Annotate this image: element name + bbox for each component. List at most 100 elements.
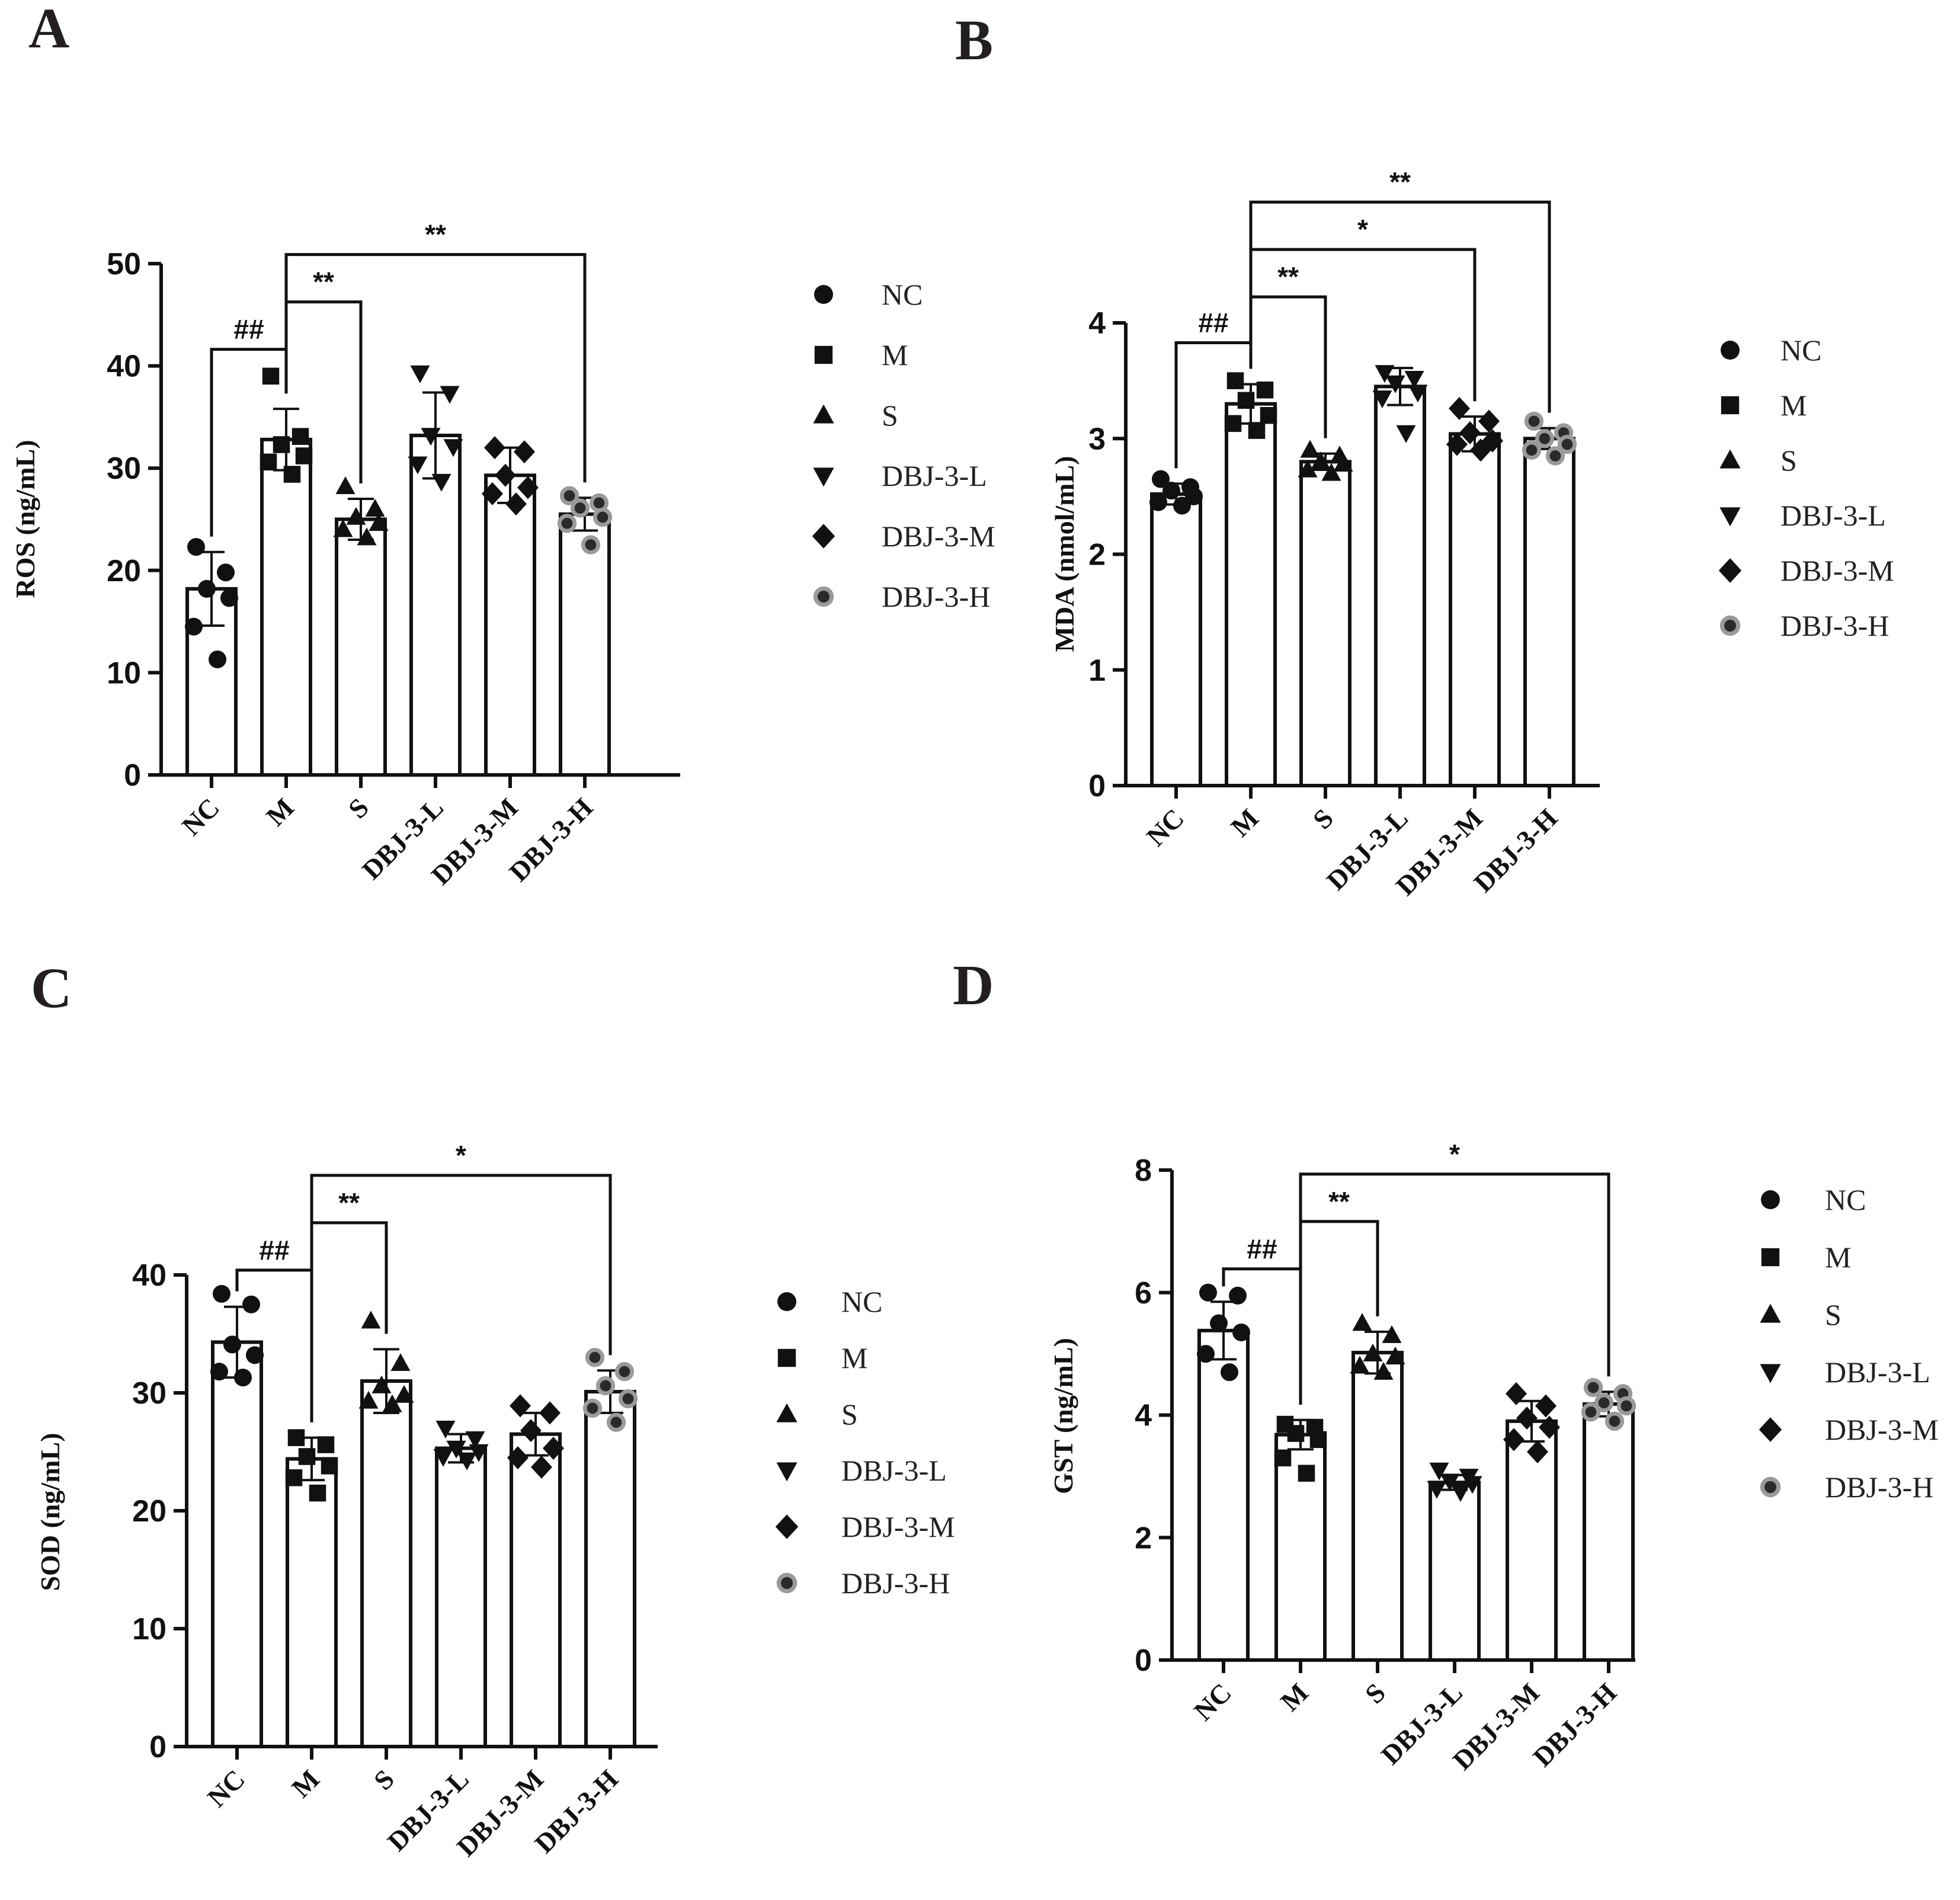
y-tick-label: 1	[1088, 653, 1106, 688]
data-point-DBJ-3-H	[1557, 434, 1577, 454]
data-point-DBJ-3-L	[1462, 1476, 1482, 1494]
data-point-DBJ-3-M	[1539, 1415, 1560, 1439]
data-point-M	[317, 1436, 335, 1453]
legend-label: DBJ-3-L	[841, 1454, 947, 1487]
data-point-M	[1287, 1425, 1305, 1442]
data-point-DBJ-3-L	[1385, 375, 1405, 393]
data-point-DBJ-3-M	[531, 1455, 552, 1479]
data-point-DBJ-3-H	[1522, 440, 1542, 460]
data-point-DBJ-3-M	[1470, 438, 1491, 462]
data-point-DBJ-3-M	[1503, 1428, 1525, 1452]
data-point-S	[1333, 453, 1353, 472]
data-point-M	[1298, 1465, 1315, 1482]
data-point-S	[369, 513, 389, 531]
y-tick-label: 8	[1135, 1154, 1152, 1188]
data-point-DBJ-3-M	[482, 482, 503, 505]
data-point-DBJ-3-L	[1440, 1473, 1460, 1492]
data-point-S	[365, 498, 385, 517]
legend-label: M	[841, 1341, 867, 1374]
y-tick-label: 30	[107, 451, 141, 486]
legend: NC MS DBJ-3-L DBJ-3-M DBJ-3-H	[775, 1285, 955, 1600]
data-point-DBJ-3-M	[484, 436, 505, 460]
panel-letter: D	[953, 953, 994, 1017]
bar-M	[286, 1457, 338, 1748]
data-point-DBJ-3-H	[618, 1389, 638, 1409]
legend-label: NC	[882, 278, 923, 311]
bar-NC	[1197, 1328, 1250, 1662]
y-tick-label: 0	[1135, 1643, 1152, 1678]
legend-marker-NC	[1761, 1190, 1780, 1209]
data-point-NC	[234, 1369, 252, 1387]
data-point-DBJ-3-L	[465, 1431, 485, 1449]
data-point-NC	[185, 617, 203, 636]
data-point-M	[1274, 1449, 1292, 1467]
x-tick-label-NC: NC	[1188, 1677, 1237, 1726]
significance-bracket	[1249, 200, 1551, 413]
legend-marker-DBJ-3-M	[812, 524, 835, 549]
bar-DBJ-3-H	[1583, 1402, 1635, 1662]
data-point-DBJ-3-M	[539, 1401, 561, 1425]
data-point-DBJ-3-L	[1429, 1462, 1449, 1481]
data-point-DBJ-3-H	[1581, 1402, 1601, 1422]
data-point-NC	[210, 1363, 228, 1381]
data-point-DBJ-3-M	[1506, 1382, 1527, 1405]
data-point-S	[361, 1311, 381, 1329]
bar-DBJ-3-H	[559, 512, 611, 777]
y-tick-label: 20	[132, 1494, 166, 1529]
data-point-NC	[242, 1295, 260, 1313]
x-tick-label-DBJ-3-H: DBJ-3-H	[503, 792, 598, 887]
legend-marker-NC	[777, 1292, 796, 1311]
data-point-DBJ-3-H	[614, 1362, 635, 1382]
legend-label: NC	[841, 1285, 882, 1318]
x-tick-label-DBJ-3-H: DBJ-3-H	[1527, 1677, 1622, 1773]
y-tick-label: 50	[107, 247, 141, 281]
data-point-DBJ-3-H	[606, 1412, 626, 1432]
data-point-DBJ-3-L	[440, 386, 460, 404]
data-point-M	[1260, 406, 1277, 424]
data-point-NC	[246, 1346, 264, 1364]
y-tick-label: 40	[107, 350, 141, 384]
data-point-S	[371, 1375, 392, 1393]
legend-label: DBJ-3-H	[882, 580, 990, 613]
data-point-S	[1311, 451, 1331, 470]
data-point-NC	[1199, 1283, 1217, 1302]
legend-label: S	[1825, 1298, 1841, 1331]
significance-label: *	[1449, 1139, 1460, 1170]
legend-label: M	[882, 338, 908, 371]
data-point-NC	[1152, 470, 1170, 488]
data-point-DBJ-3-M	[510, 1394, 531, 1418]
data-point-DBJ-3-M	[1459, 421, 1481, 444]
data-point-NC	[217, 563, 235, 582]
data-point-S	[1363, 1343, 1383, 1361]
data-point-DBJ-3-H	[1594, 1393, 1614, 1412]
legend-marker-M	[814, 345, 833, 364]
bar-DBJ-3-M	[484, 473, 536, 777]
y-tick-label: 2	[1135, 1521, 1152, 1555]
data-point-DBJ-3-M	[1449, 396, 1470, 420]
legend-label: S	[1780, 444, 1797, 477]
data-point-DBJ-3-H	[1535, 429, 1555, 448]
data-point-DBJ-3-M	[543, 1437, 564, 1460]
legend-label: DBJ-3-L	[1825, 1356, 1930, 1389]
y-tick-label: 0	[149, 1730, 166, 1764]
data-point-DBJ-3-H	[581, 535, 601, 555]
panel-letter: A	[28, 0, 69, 60]
data-point-S	[394, 1385, 414, 1403]
data-point-NC	[1221, 1363, 1238, 1382]
data-point-S	[1382, 1325, 1402, 1343]
legend-label: DBJ-3-M	[1780, 554, 1894, 587]
legend-marker-DBJ-3-L	[813, 467, 834, 487]
data-point-DBJ-3-L	[469, 1444, 489, 1462]
data-point-DBJ-3-L	[435, 1420, 456, 1438]
data-point-S	[358, 1390, 379, 1409]
bar-DBJ-3-L	[435, 1446, 487, 1749]
x-tick-label-DBJ-3-H: DBJ-3-H	[1468, 803, 1563, 898]
legend-marker-M	[1761, 1248, 1780, 1267]
data-point-DBJ-3-M	[517, 476, 539, 499]
data-point-NC	[1149, 493, 1167, 511]
x-tick-label-S: S	[1307, 803, 1339, 835]
data-point-M	[262, 367, 280, 385]
legend: NC MS DBJ-3-L DBJ-3-M DBJ-3-H	[812, 278, 995, 613]
data-point-NC	[198, 579, 216, 598]
legend-marker-M	[777, 1348, 796, 1367]
